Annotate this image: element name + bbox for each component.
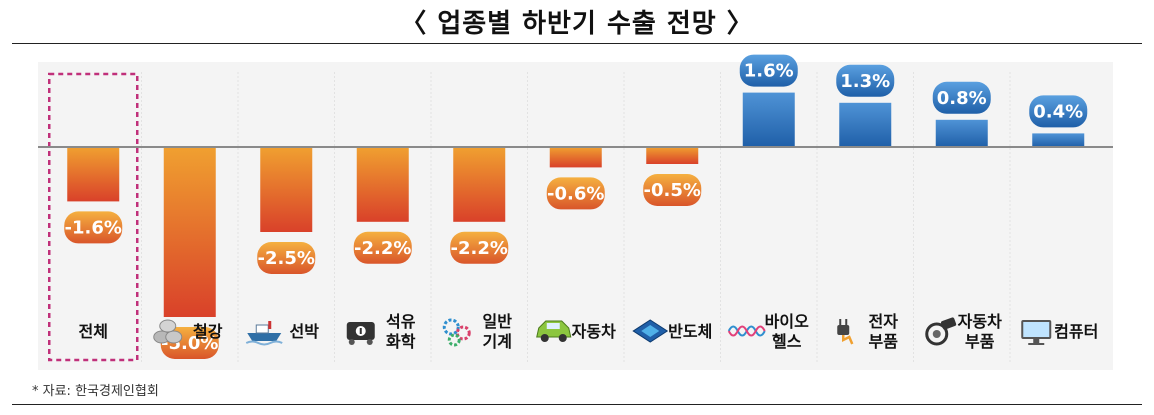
value-pill [450,231,509,264]
value-label: 0.8% [937,88,987,109]
chart-panel [38,62,1113,370]
bar-group: -0.5% 반도체 [632,147,712,343]
auto-parts-icon [925,317,957,346]
category-label: 전자 [869,312,899,331]
ship-icon [245,321,283,346]
source-note: * 자료: 한국경제인협회 [32,384,159,399]
value-pill [932,81,991,114]
value-pill [739,54,798,87]
category-label: 컴퓨터 [1054,322,1098,341]
value-label: -1.6% [65,217,122,238]
bar-group: -1.6% 전체 [48,72,139,362]
bar [549,147,602,168]
monitor-icon [1021,320,1052,345]
value-label: -2.5% [258,248,315,269]
bar [742,92,795,147]
category-label: 전체 [79,322,108,341]
value-label: 1.6% [744,61,794,82]
bar [163,147,216,317]
bar [1032,133,1085,147]
steel-coil-icon [153,319,183,344]
value-label: 1.3% [840,71,890,92]
columns: -1.6%전체-5.0%철강-2.5%선박-2.2%석유화학-2.2%일반기계-… [48,54,1098,362]
value-pill [1029,95,1088,128]
bar [453,147,506,222]
bar [839,102,892,147]
value-pill [257,242,316,274]
category-label: 철강 [193,322,223,341]
category-label: 일반 [483,312,513,331]
bottom-divider [12,404,1142,405]
plug-icon [837,319,854,345]
chart-title: 〈 업종별 하반기 수출 전망 〉 [400,9,754,39]
value-pill [546,177,605,210]
bar [935,119,988,147]
category-label: 바이오 [765,312,809,331]
highlight-box [48,72,139,362]
category-label: 자동차 [572,322,616,341]
car-icon [536,320,572,342]
bar [67,147,120,202]
category-label: 반도체 [668,322,712,341]
value-label: -2.2% [451,238,508,259]
bar [646,147,699,164]
category-label: 부품 [965,332,995,351]
category-label: 기계 [483,332,512,351]
category-label: 선박 [290,322,320,341]
value-pill [353,231,412,264]
gears-icon [442,318,471,347]
category-label: 화학 [386,332,416,351]
value-label: 0.4% [1033,101,1083,122]
top-divider [12,43,1142,44]
value-label: -2.2% [354,238,411,259]
bar [260,147,313,232]
dna-icon [727,325,766,337]
value-label: -0.6% [547,183,604,204]
oil-tank-icon [346,322,375,345]
bar-group: -0.6% 자동차 [536,147,616,342]
value-pill [836,64,895,97]
chip-icon [632,319,669,343]
bar [356,147,409,222]
category-label: 석유 [386,312,416,331]
category-label: 부품 [869,332,899,351]
category-label: 자동차 [958,312,1002,331]
bar-group: -2.5% 선박 [245,147,320,346]
value-pill [64,211,123,244]
bar-group: -5.0%철강 [153,147,223,359]
value-pill [643,174,702,206]
value-label: -0.5% [644,180,701,201]
category-label: 헬스 [772,332,802,351]
bar-group: 0.4% 컴퓨터 [1021,95,1098,345]
